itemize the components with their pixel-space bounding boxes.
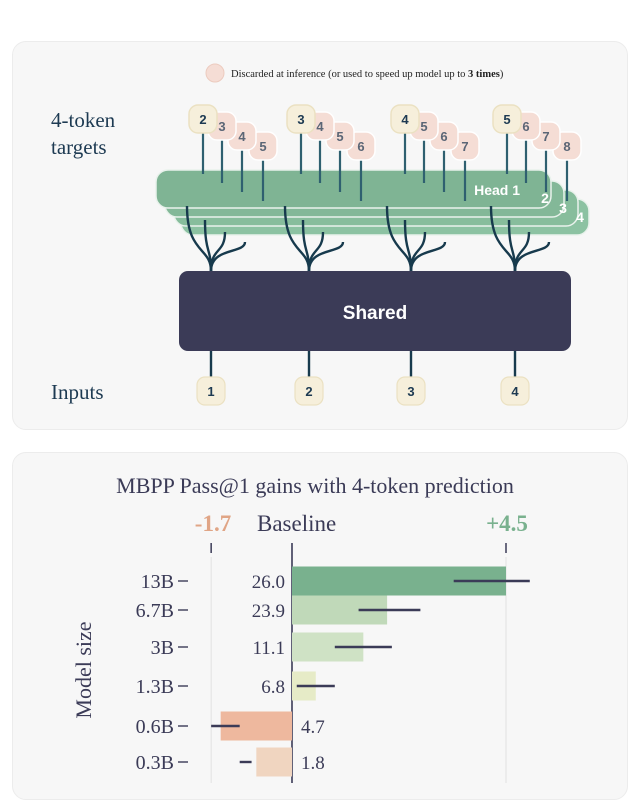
input-token [294,376,324,406]
baseline-value-label: 1.8 [301,753,325,774]
architecture-panel: Discarded at inference (or used to speed… [12,41,628,430]
input-token-label: 2 [305,384,312,399]
baseline-label: Baseline [257,511,336,536]
shared-trunk [179,271,571,351]
input-token-label: 1 [207,384,214,399]
inputs-label: Inputs [51,380,104,404]
input-token [500,376,530,406]
shared-label: Shared [343,303,407,324]
category-label: 6.7B [136,600,174,622]
target-token-label: 6 [357,139,364,154]
min-gain-label: -1.7 [195,511,231,536]
head-branch [409,231,427,272]
head-branch [513,231,531,272]
baseline-value-label: 11.1 [252,638,285,659]
category-label: 0.3B [136,752,174,774]
architecture-diagram: Discarded at inference (or used to speed… [51,63,590,406]
head-1-label: Head 1 [474,182,520,198]
category-label: 13B [141,571,174,593]
baseline-value-label: 23.9 [252,601,285,622]
target-token-label: 6 [440,129,447,144]
target-token-label: 5 [420,119,427,134]
mbpp-gains-chart: MBPP Pass@1 gains with 4-token predictio… [71,473,530,783]
head-3-label: 3 [559,200,567,216]
baseline-value-label: 26.0 [252,572,285,593]
target-token-label: 8 [563,139,570,154]
head-4-label: 4 [576,209,584,225]
category-label: 3B [151,637,174,659]
head-branch [307,241,345,272]
head-1 [155,169,552,209]
target-token-label: 5 [336,129,343,144]
input-token-label: 3 [407,384,414,399]
discarded-legend-text: Discarded at inference (or used to speed… [231,69,504,80]
head-branch [409,241,447,272]
target-token [286,104,316,134]
target-token-label: 3 [218,119,225,134]
target-token-label: 6 [522,119,529,134]
targets-label-line1: 4-token [51,108,116,132]
max-gain-label: +4.5 [486,511,528,536]
input-token [396,376,426,406]
mbpp-chart-panel: MBPP Pass@1 gains with 4-token predictio… [12,452,628,800]
category-label: 0.6B [136,716,174,738]
target-token-label: 7 [542,129,549,144]
target-token-label: 5 [503,112,510,127]
category-label: 1.3B [136,676,174,698]
input-token-label: 4 [511,384,519,399]
target-token [492,104,522,134]
target-token-label: 5 [259,139,266,154]
baseline-value-label: 4.7 [301,717,325,738]
target-token-label: 7 [461,139,468,154]
head-branch [209,241,247,272]
target-token-label: 4 [316,119,324,134]
y-axis-label: Model size [71,621,96,718]
head-branch [209,231,227,272]
gain-bar [256,747,292,777]
target-token-label: 4 [238,129,246,144]
head-branch [513,241,551,272]
target-token-label: 2 [199,112,206,127]
head-2-label: 2 [541,190,549,206]
target-token [390,104,420,134]
discarded-legend-swatch [205,63,225,83]
baseline-value-label: 6.8 [261,677,285,698]
head-branch [307,231,325,272]
target-token-label: 4 [401,112,409,127]
chart-title: MBPP Pass@1 gains with 4-token predictio… [116,473,514,498]
targets-label-line2: targets [51,135,107,159]
target-token [188,104,218,134]
output-heads: Head 1 2 3 4 [155,169,590,236]
target-token-label: 3 [297,112,304,127]
input-token [196,376,226,406]
